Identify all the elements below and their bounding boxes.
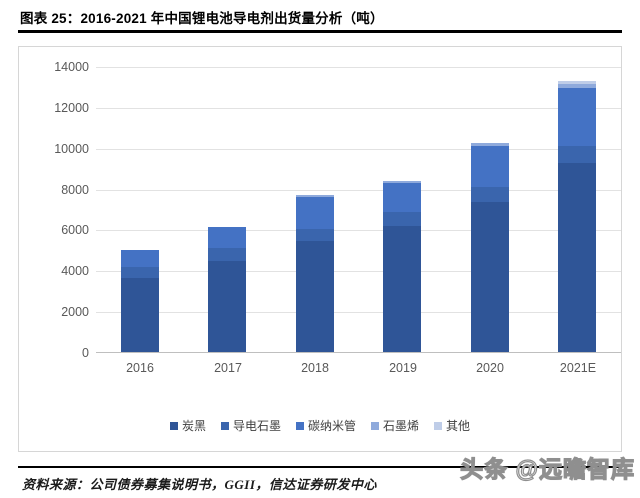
bar-segment-carbon-black-2019 (383, 226, 421, 352)
bar-segment-carbon-nanotube-2016 (121, 250, 159, 267)
x-axis-labels: 2016 2017 2018 2019 2020 2021E (96, 361, 621, 381)
gridline-4000 (96, 271, 621, 272)
legend-label-carbon-nanotube: 碳纳米管 (307, 419, 356, 433)
bar-segment-graphene-2020 (471, 143, 509, 146)
bar-segment-carbon-black-2021E (558, 163, 596, 352)
footer-divider (18, 466, 622, 468)
gridline-8000 (96, 190, 621, 191)
bar-segment-carbon-black-2016 (121, 278, 159, 352)
legend-swatch-graphene (371, 421, 379, 430)
title-divider (18, 30, 622, 33)
bar-segment-conductive-graphite-2018 (296, 229, 334, 241)
x-tick-label-2016: 2016 (126, 361, 154, 375)
bar-segment-conductive-graphite-2021E (558, 146, 596, 163)
gridline-6000 (96, 230, 621, 231)
legend-item-conductive-graphite: 导电石墨 (220, 417, 281, 434)
legend-swatch-carbon-nanotube (295, 421, 304, 430)
bar-segment-conductive-graphite-2016 (121, 267, 159, 278)
x-tick-label-2017: 2017 (214, 361, 242, 375)
bar-segment-graphene-2021E (558, 84, 596, 88)
bar-segment-carbon-nanotube-2018 (296, 197, 334, 229)
chart-area: 0 2000 4000 6000 8000 10000 12000 14000 2016 201… (18, 46, 622, 452)
legend-swatch-conductive-graphite (220, 421, 229, 430)
x-tick-label-2018: 2018 (301, 361, 329, 375)
bar-segment-conductive-graphite-2019 (383, 212, 421, 226)
legend-label-carbon-black: 炭黑 (181, 419, 206, 433)
legend-item-others: 其他 (434, 417, 470, 434)
figure-title: 图表 25：2016-2021 年中国锂电池导电剂出货量分析（吨） (20, 11, 384, 26)
x-tick-label-2019: 2019 (389, 361, 417, 375)
legend-item-carbon-black: 炭黑 (169, 417, 206, 434)
legend-label-graphene: 石墨烯 (383, 419, 420, 433)
bar-segment-conductive-graphite-2017 (208, 248, 246, 261)
plot-area (96, 67, 621, 353)
gridline-12000 (96, 108, 621, 109)
legend-swatch-others (434, 421, 443, 430)
bar-segment-others-2021E (558, 81, 596, 84)
legend-label-conductive-graphite: 导电石墨 (232, 419, 281, 433)
bar-segment-carbon-nanotube-2017 (208, 227, 246, 248)
legend-item-carbon-nanotube: 碳纳米管 (295, 417, 356, 434)
y-axis-labels: 0 2000 4000 6000 8000 10000 12000 14000 (19, 60, 89, 360)
x-tick-label-2021E: 2021E (559, 361, 597, 375)
gridline-2000 (96, 312, 621, 313)
bar-segment-graphene-2019 (383, 181, 421, 183)
legend: 炭黑 导电石墨 碳纳米管 石墨烯 其他 (19, 417, 621, 434)
legend-item-graphene: 石墨烯 (371, 417, 419, 434)
y-tick-label-12000: 12000 (54, 101, 89, 115)
y-tick-label-4000: 4000 (61, 264, 89, 278)
bar-segment-carbon-black-2018 (296, 241, 334, 352)
bar-segment-carbon-nanotube-2019 (383, 183, 421, 212)
bar-segment-carbon-black-2020 (471, 202, 509, 352)
source-note: 资料来源：公司债券募集说明书，GGII，信达证券研发中心 (22, 477, 377, 492)
legend-label-others: 其他 (446, 419, 471, 433)
gridline-14000 (96, 67, 621, 68)
y-tick-label-8000: 8000 (61, 183, 89, 197)
y-tick-label-2000: 2000 (61, 305, 89, 319)
y-tick-label-6000: 6000 (61, 223, 89, 237)
y-tick-label-0: 0 (82, 346, 89, 360)
x-tick-label-2020: 2020 (476, 361, 504, 375)
gridline-10000 (96, 149, 621, 150)
legend-swatch-carbon-black (169, 421, 178, 430)
y-tick-label-14000: 14000 (54, 60, 89, 74)
bar-segment-conductive-graphite-2020 (471, 187, 509, 202)
bar-segment-carbon-nanotube-2020 (471, 146, 509, 187)
bar-segment-graphene-2018 (296, 195, 334, 197)
y-tick-label-10000: 10000 (54, 142, 89, 156)
watermark: 头条 @远瞻智库 (460, 455, 635, 482)
bar-segment-carbon-nanotube-2021E (558, 88, 596, 146)
bar-segment-carbon-black-2017 (208, 261, 246, 352)
